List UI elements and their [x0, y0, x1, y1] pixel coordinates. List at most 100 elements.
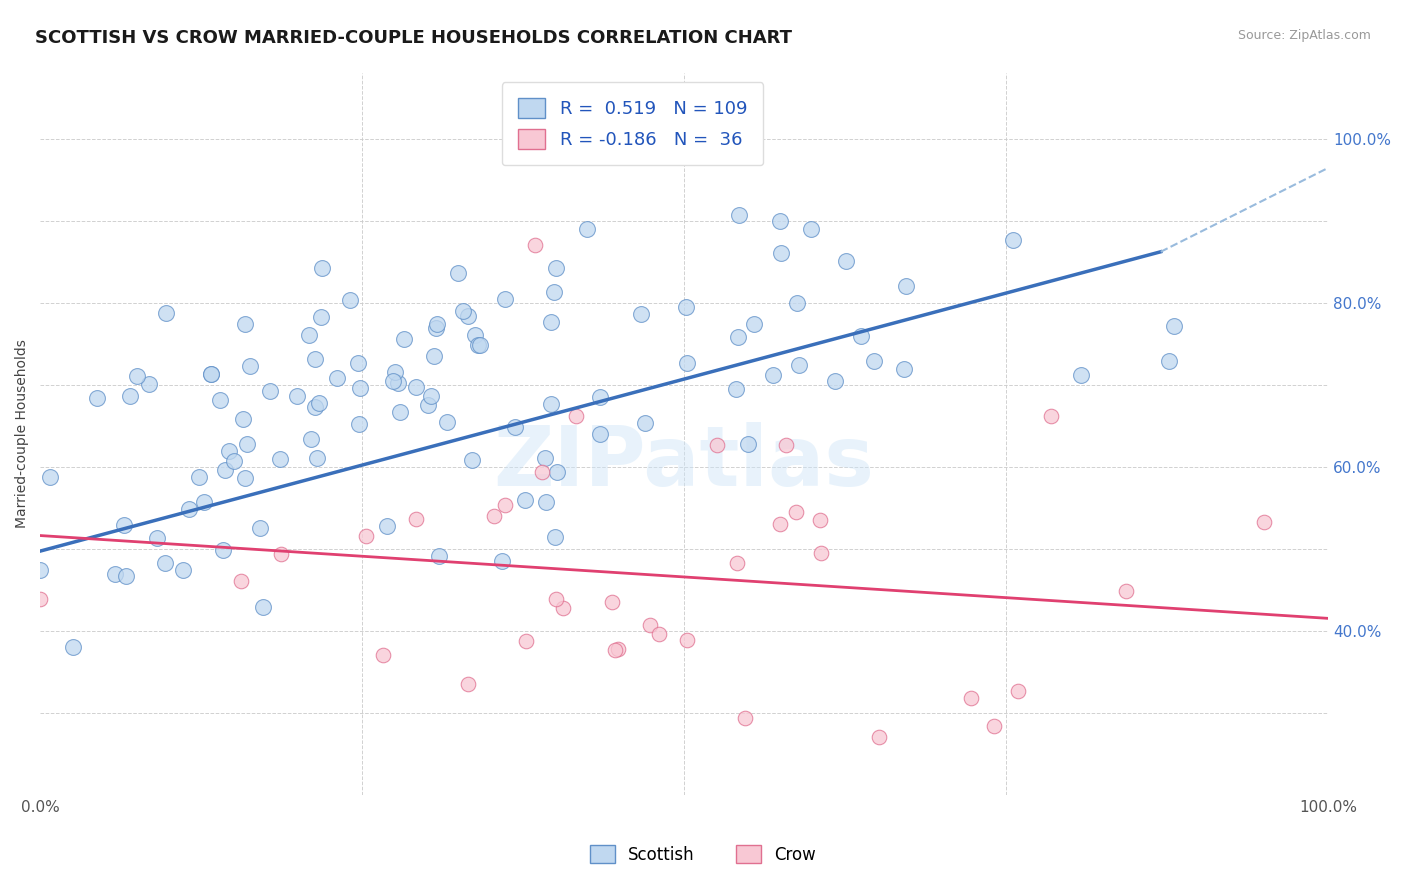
Point — [457, 309, 479, 323]
Point — [346, 355, 368, 369]
Point — [768, 214, 790, 228]
Point — [762, 368, 785, 383]
Point — [172, 564, 194, 578]
Point — [1040, 409, 1063, 424]
Point — [648, 626, 671, 640]
Point — [960, 691, 983, 706]
Point — [218, 444, 240, 458]
Point — [531, 465, 554, 479]
Point — [311, 261, 333, 276]
Legend: R =  0.519   N = 109, R = -0.186   N =  36: R = 0.519 N = 109, R = -0.186 N = 36 — [502, 82, 763, 165]
Point — [394, 332, 416, 346]
Point — [1115, 583, 1137, 598]
Point — [436, 415, 458, 429]
Point — [354, 529, 377, 543]
Point — [742, 317, 765, 331]
Point — [252, 600, 274, 615]
Point — [405, 512, 427, 526]
Point — [1001, 233, 1024, 247]
Point — [775, 438, 797, 452]
Point — [30, 592, 52, 607]
Point — [607, 641, 630, 656]
Point — [675, 633, 697, 648]
Point — [1157, 354, 1180, 368]
Point — [259, 384, 281, 398]
Point — [235, 436, 257, 450]
Point — [494, 498, 516, 512]
Point — [700, 131, 723, 145]
Point — [138, 377, 160, 392]
Point — [630, 307, 652, 321]
Point — [464, 327, 486, 342]
Point — [605, 643, 627, 657]
Point — [634, 417, 657, 431]
Point — [229, 574, 252, 589]
Point — [153, 556, 176, 570]
Point — [188, 470, 211, 484]
Point — [426, 317, 449, 331]
Point — [125, 369, 148, 384]
Point — [375, 519, 398, 533]
Point — [405, 380, 427, 394]
Point — [298, 328, 321, 343]
Point — [425, 320, 447, 334]
Point — [420, 389, 443, 403]
Point — [824, 374, 846, 388]
Point — [862, 354, 884, 368]
Point — [1070, 368, 1092, 382]
Point — [544, 591, 567, 606]
Point — [524, 238, 547, 252]
Point — [339, 293, 361, 307]
Point — [146, 531, 169, 545]
Point — [491, 554, 513, 568]
Point — [513, 493, 536, 508]
Point — [269, 451, 291, 466]
Point — [540, 315, 562, 329]
Point — [534, 494, 557, 508]
Point — [115, 569, 138, 583]
Point — [544, 530, 567, 544]
Point — [983, 719, 1005, 733]
Point — [894, 279, 917, 293]
Point — [589, 390, 612, 404]
Point — [576, 222, 599, 236]
Point — [349, 381, 371, 395]
Point — [193, 494, 215, 508]
Point — [1007, 684, 1029, 698]
Point — [543, 285, 565, 300]
Point — [540, 397, 562, 411]
Point — [422, 349, 444, 363]
Point — [770, 246, 793, 260]
Point — [371, 648, 394, 662]
Point — [326, 370, 349, 384]
Point — [418, 398, 440, 412]
Point — [349, 417, 371, 431]
Point — [515, 634, 537, 648]
Point — [38, 469, 60, 483]
Point — [589, 427, 612, 442]
Point — [893, 362, 915, 376]
Point — [551, 600, 574, 615]
Point — [1163, 318, 1185, 333]
Point — [546, 465, 568, 479]
Point — [769, 517, 792, 532]
Point — [786, 296, 808, 310]
Point — [309, 310, 332, 324]
Point — [155, 306, 177, 320]
Point — [239, 359, 262, 373]
Point — [706, 438, 728, 452]
Point — [120, 389, 142, 403]
Point — [200, 367, 222, 381]
Point — [849, 329, 872, 343]
Point — [270, 547, 292, 561]
Point — [785, 505, 807, 519]
Point — [233, 471, 256, 485]
Point — [675, 300, 697, 314]
Point — [30, 563, 52, 577]
Point — [461, 452, 484, 467]
Point — [727, 208, 749, 222]
Point — [468, 338, 491, 352]
Point — [177, 502, 200, 516]
Point — [304, 400, 326, 414]
Point — [212, 543, 235, 558]
